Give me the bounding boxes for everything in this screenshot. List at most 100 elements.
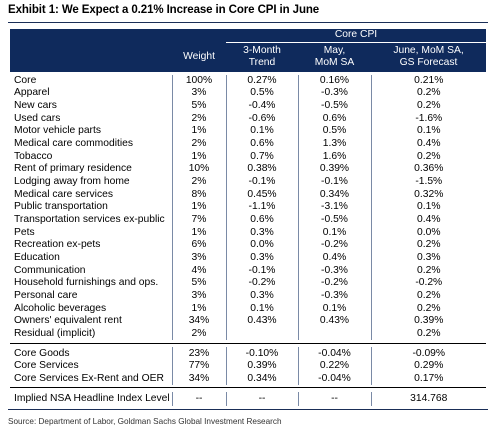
cell-may: 0.4% [297,251,371,265]
title-divider [8,22,488,23]
header-weight: Weight [172,42,226,72]
table-row: Core Goods 23% -0.10% -0.04% -0.09% [10,347,487,361]
cell-june: 0.2% [370,150,487,164]
cell-trend: 0.3% [225,251,298,265]
row-label: Apparel [14,87,50,99]
cell-may: -0.3% [297,87,371,100]
cell-trend: 0.43% [225,315,298,328]
cell-weight: 3% [171,289,226,303]
cell-may: -3.1% [297,201,371,214]
row-label: Implied NSA Headline Index Level [14,392,170,404]
row-label: Medical care services [14,188,113,200]
header-june-gs-forecast: June, MoM SA, GS Forecast [371,42,487,72]
cell-june: -0.2% [370,277,487,290]
header-group-row: Core CPI [10,29,487,44]
row-label: Lodging away from home [14,176,130,187]
table-row: New cars 5% -0.4% -0.5% 0.2% [10,99,487,113]
cell-trend: 0.0% [225,239,298,252]
cell-trend: 0.34% [225,372,298,386]
cell-weight: 1% [171,125,226,138]
cell-may: -0.3% [297,289,371,303]
row-label: Transportation services ex-public [14,213,165,225]
header-may-mom-sa: May, MoM SA [298,42,371,72]
cell-weight: 2% [171,327,226,341]
cell-june: 0.2% [370,99,487,113]
table-row: Owners' equivalent rent 34% 0.43% 0.43% 0.39… [10,315,487,328]
cell-may: 1.6% [297,150,371,164]
cell-weight: 100% [171,74,226,88]
cell-june: 0.2% [370,239,487,252]
table-row: Core Services Ex-Rent and OER 34% 0.34% -0.… [10,372,487,386]
row-label: Medical care commodities [14,138,134,150]
cell-trend: -- [225,391,298,406]
cell-june: -1.6% [370,112,487,126]
row-label: Owners' equivalent rent [14,315,122,327]
table-row: Household furnishings and ops. 5% -0.2% -0.… [10,277,487,290]
cell-weight: 4% [171,264,226,278]
row-label: Core Goods [14,347,70,359]
row-label: Pets [14,226,35,238]
cell-may: -0.3% [297,264,371,278]
cell-june: 0.32% [370,188,487,202]
cell-trend: 0.6% [225,137,298,151]
row-label: Alcoholic beverages [14,302,107,314]
cell-june: 0.1% [370,125,487,138]
table-row: Implied NSA Headline Index Level -- -- -- 31… [10,391,487,406]
exhibit-title: Exhibit 1: We Expect a 0.21% Increase in… [8,4,320,16]
table-row: Apparel 3% 0.5% -0.3% 0.2% [10,87,487,100]
cell-may: -0.2% [297,277,371,290]
cell-june: -0.09% [370,347,487,361]
row-label: Residual (implicit) [14,327,96,339]
cell-may: -- [297,391,371,406]
table-row: Lodging away from home 2% -0.1% -0.1% -1.5% [10,175,487,189]
cell-trend: -0.2% [225,277,298,290]
cell-weight: 5% [171,277,226,290]
row-label: Tobacco [14,150,53,162]
cell-june: 0.3% [370,251,487,265]
cell-trend: 0.3% [225,226,298,240]
table-row: Public transportation 1% -1.1% -3.1% 0.1% [10,201,487,214]
cell-trend: 0.38% [225,163,298,176]
cell-may: -0.04% [297,347,371,361]
cell-trend: -1.1% [225,201,298,214]
cell-weight: 23% [171,347,226,361]
header-columns-row: Weight 3-Month Trend May, MoM SA June, M… [10,42,487,72]
cell-weight: 6% [171,239,226,252]
cell-june: 314.768 [370,391,487,406]
row-label: Rent of primary residence [14,163,132,175]
cell-june: 0.1% [370,201,487,214]
bottom-divider [8,409,488,410]
cell-trend [225,327,298,341]
cell-june: 0.2% [370,264,487,278]
cell-weight: 7% [171,213,226,227]
cell-may: 0.22% [297,360,371,373]
cell-may: 0.1% [297,302,371,316]
table-row: Alcoholic beverages 1% 0.1% 0.1% 0.2% [10,302,487,316]
table-row: Motor vehicle parts 1% 0.1% 0.5% 0.1% [10,125,487,138]
table-row: Medical care services 8% 0.45% 0.34% 0.32% [10,188,487,202]
cell-june: 0.0% [370,226,487,240]
cell-may: 1.3% [297,137,371,151]
row-label: Core [14,74,37,86]
header-group-core-cpi: Core CPI [226,29,487,44]
cell-june: 0.4% [370,213,487,227]
cell-may: 0.5% [297,125,371,138]
cell-weight: 2% [171,137,226,151]
cell-trend: -0.4% [225,99,298,113]
cell-may: -0.04% [297,372,371,386]
cell-trend: -0.1% [225,264,298,278]
cell-trend: -0.6% [225,112,298,126]
table-row: Transportation services ex-public 7% 0.6% -… [10,213,487,227]
cell-weight: 3% [171,87,226,100]
row-label: Recreation ex-pets [14,239,101,251]
table-row: Medical care commodities 2% 0.6% 1.3% 0.4% [10,137,487,151]
cell-weight: 1% [171,302,226,316]
table-row: Core Services 77% 0.39% 0.22% 0.29% [10,360,487,373]
cell-june: 0.21% [370,74,487,88]
cell-weight: 34% [171,372,226,386]
cell-may: -0.5% [297,99,371,113]
row-label: Core Services [14,360,79,372]
source-note: Source: Department of Labor, Goldman Sac… [8,417,282,426]
cell-may: -0.5% [297,213,371,227]
cell-weight: 1% [171,226,226,240]
